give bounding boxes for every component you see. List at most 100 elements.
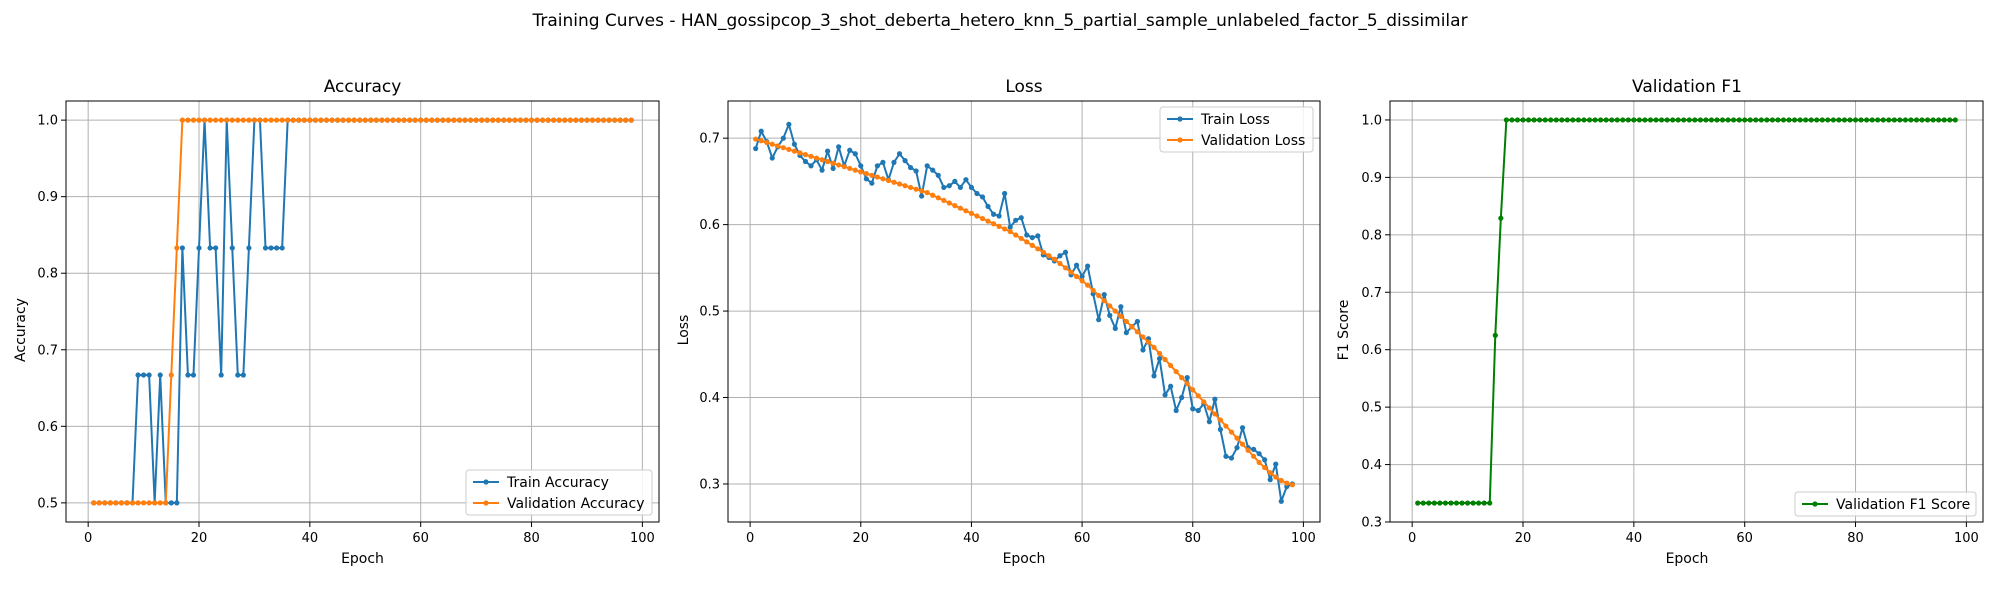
data-point bbox=[451, 117, 457, 123]
data-point bbox=[1814, 117, 1820, 123]
data-point bbox=[179, 117, 185, 123]
data-point bbox=[1168, 362, 1174, 369]
data-point bbox=[1140, 347, 1146, 353]
data-point bbox=[1670, 117, 1676, 123]
series-train-loss bbox=[753, 121, 1295, 504]
data-point bbox=[323, 117, 330, 123]
data-point bbox=[924, 163, 930, 169]
data-point bbox=[1664, 117, 1670, 123]
data-point bbox=[562, 117, 568, 123]
data-point bbox=[1123, 318, 1129, 325]
data-point bbox=[346, 117, 352, 123]
data-point bbox=[1769, 117, 1775, 123]
data-point bbox=[1239, 441, 1246, 447]
data-point bbox=[919, 193, 925, 199]
data-point bbox=[584, 117, 590, 123]
data-point bbox=[1278, 477, 1284, 484]
data-point bbox=[235, 117, 241, 123]
data-point bbox=[301, 117, 307, 123]
data-point bbox=[329, 117, 335, 123]
data-point bbox=[368, 117, 374, 123]
data-point bbox=[501, 117, 507, 123]
data-point bbox=[990, 211, 997, 217]
y-tick-label: 0.7 bbox=[37, 343, 58, 358]
legend-label: Validation Loss bbox=[1201, 133, 1305, 149]
data-point bbox=[96, 500, 102, 506]
data-point bbox=[1692, 117, 1698, 123]
data-point bbox=[1520, 117, 1526, 123]
data-point bbox=[1609, 117, 1615, 123]
y-tick-label: 0.3 bbox=[699, 477, 720, 492]
data-point bbox=[1825, 117, 1831, 123]
data-point bbox=[1952, 117, 1958, 123]
data-point bbox=[930, 192, 936, 198]
data-point bbox=[1057, 260, 1063, 267]
data-point bbox=[1079, 278, 1085, 284]
y-tick-label: 0.8 bbox=[1361, 228, 1382, 243]
data-point bbox=[506, 117, 512, 123]
data-point bbox=[384, 117, 391, 123]
y-axis-label: Loss bbox=[676, 315, 692, 346]
data-point bbox=[1775, 117, 1781, 123]
data-point bbox=[797, 150, 803, 156]
x-tick-label: 0 bbox=[746, 531, 754, 546]
data-point bbox=[240, 117, 246, 123]
data-point bbox=[786, 146, 792, 153]
data-point bbox=[753, 136, 759, 142]
data-point bbox=[1239, 425, 1246, 431]
data-point bbox=[858, 163, 864, 169]
y-tick-label: 1.0 bbox=[37, 114, 58, 129]
data-point bbox=[1719, 117, 1726, 123]
data-point bbox=[753, 145, 759, 152]
data-point bbox=[1024, 232, 1030, 238]
data-point bbox=[434, 117, 440, 123]
data-point bbox=[869, 180, 875, 186]
data-point bbox=[1714, 117, 1720, 123]
data-point bbox=[1415, 500, 1421, 506]
data-point bbox=[1118, 304, 1124, 310]
data-point bbox=[1040, 249, 1046, 255]
data-point bbox=[407, 117, 413, 123]
data-point bbox=[240, 372, 246, 378]
data-point bbox=[1725, 117, 1731, 123]
data-point bbox=[780, 145, 786, 151]
data-point bbox=[902, 158, 908, 164]
data-point bbox=[1107, 303, 1113, 309]
y-tick-label: 0.5 bbox=[699, 305, 720, 320]
data-point bbox=[1151, 373, 1157, 379]
data-point bbox=[600, 117, 607, 123]
data-point bbox=[1780, 117, 1787, 123]
data-point bbox=[1101, 292, 1107, 298]
data-point bbox=[1256, 451, 1262, 457]
data-point bbox=[334, 117, 341, 123]
data-point bbox=[1051, 256, 1058, 262]
y-tick-label: 0.4 bbox=[699, 391, 720, 406]
data-point bbox=[1273, 461, 1279, 467]
legend: Train Loss Validation Loss bbox=[1159, 106, 1314, 153]
data-point bbox=[930, 167, 936, 173]
data-point bbox=[1847, 117, 1853, 123]
data-point bbox=[996, 223, 1002, 229]
data-point bbox=[274, 117, 280, 123]
data-point bbox=[941, 197, 947, 204]
data-point bbox=[462, 117, 468, 123]
legend-box bbox=[1159, 106, 1314, 153]
data-point bbox=[802, 152, 809, 158]
data-point bbox=[802, 158, 809, 165]
data-point bbox=[140, 500, 147, 506]
data-point bbox=[262, 117, 269, 123]
data-point bbox=[1007, 228, 1013, 235]
data-point bbox=[1681, 117, 1687, 123]
data-point bbox=[896, 181, 903, 187]
data-point bbox=[1747, 117, 1753, 123]
data-point bbox=[395, 117, 402, 123]
data-point bbox=[612, 117, 618, 123]
data-point bbox=[290, 117, 296, 123]
y-tick-label: 0.5 bbox=[37, 496, 58, 511]
data-point bbox=[1179, 394, 1185, 401]
data-point bbox=[1764, 117, 1770, 123]
data-point bbox=[235, 372, 241, 378]
data-point bbox=[1018, 235, 1024, 242]
data-point bbox=[1256, 459, 1262, 465]
data-point bbox=[129, 500, 136, 506]
